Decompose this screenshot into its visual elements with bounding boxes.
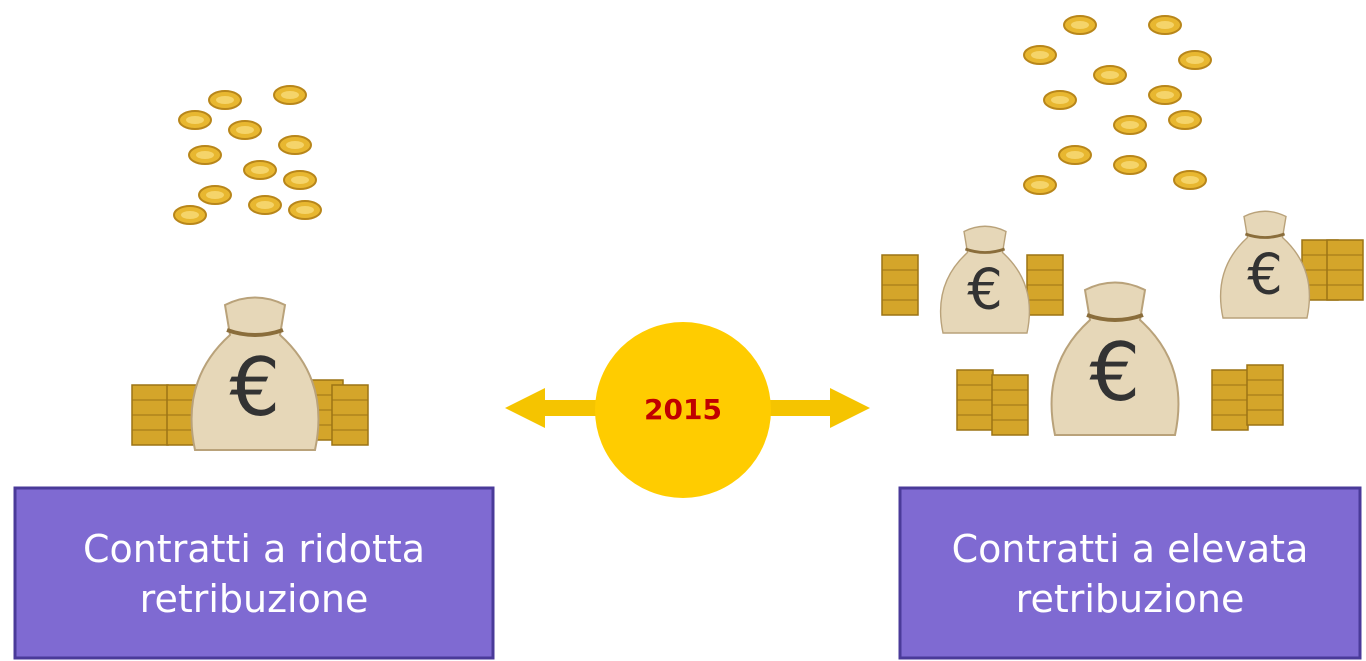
right-line: retribuzione <box>1016 577 1245 621</box>
year-label: 2015 <box>644 393 722 426</box>
right-illustration <box>882 16 1363 435</box>
left-box <box>15 488 493 658</box>
left-illustration <box>132 86 368 450</box>
left-line: retribuzione <box>140 577 369 621</box>
slide: € 2015 Contratti a ridotta retribuzione <box>0 0 1366 661</box>
right-box <box>900 488 1360 658</box>
right-line: Contratti a elevata <box>952 527 1309 571</box>
left-line: Contratti a ridotta <box>83 527 425 571</box>
